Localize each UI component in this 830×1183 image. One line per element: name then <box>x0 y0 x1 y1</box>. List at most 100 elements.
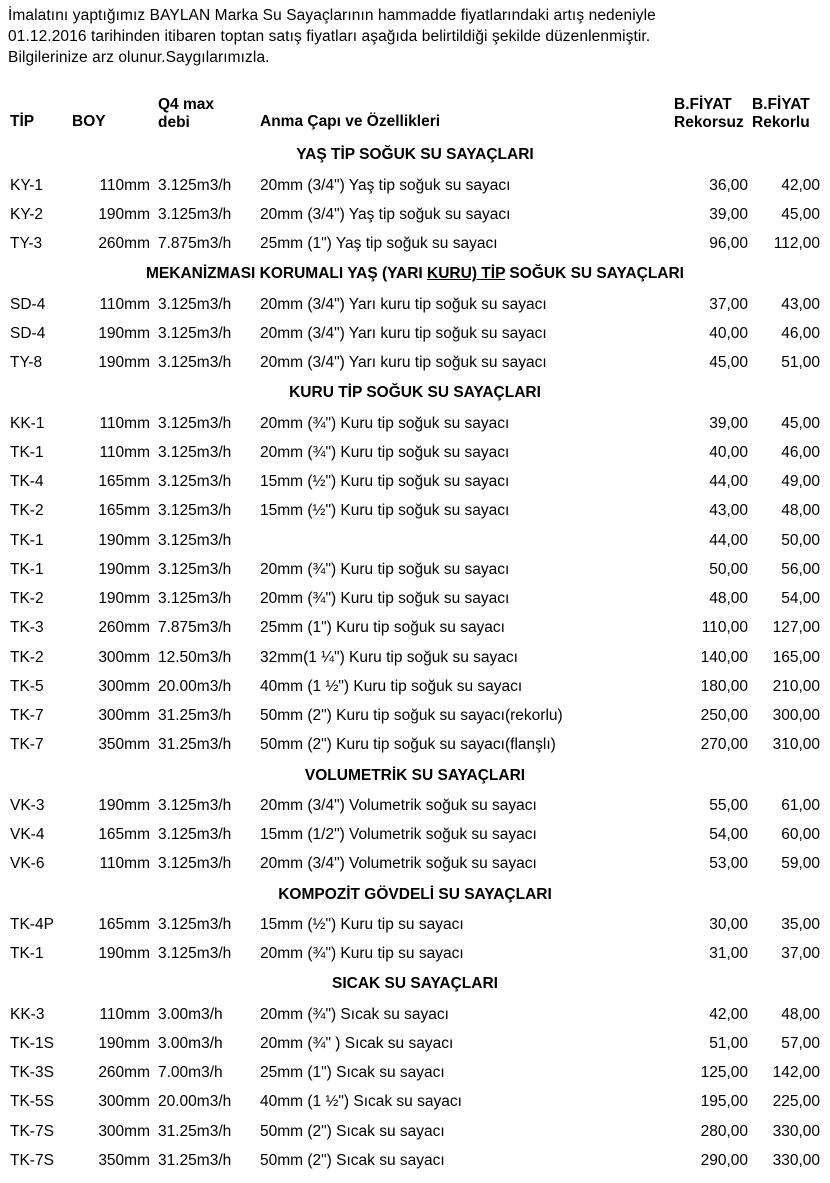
cell-price-rekorsuz: 180,00 <box>672 672 750 701</box>
cell-desc: 50mm (2") Sıcak su sayacı <box>258 1117 672 1146</box>
cell-price-rekorsuz: 55,00 <box>672 791 750 820</box>
cell-boy: 110mm <box>70 290 156 319</box>
table-row: TK-3260mm7.875m3/h25mm (1") Kuru tip soğ… <box>8 613 822 642</box>
cell-boy: 110mm <box>70 171 156 200</box>
cell-debi: 3.125m3/h <box>156 319 258 348</box>
table-row: TK-3S260mm7.00m3/h25mm (1") Sıcak su say… <box>8 1058 822 1087</box>
cell-price-rekorsuz: 110,00 <box>672 613 750 642</box>
th-p1: B.FİYAT Rekorsuz <box>672 93 750 140</box>
cell-debi: 3.00m3/h <box>156 1000 258 1029</box>
table-row: TY-8190mm3.125m3/h20mm (3/4") Yarı kuru … <box>8 348 822 377</box>
cell-price-rekorsuz: 42,00 <box>672 1000 750 1029</box>
table-row: KY-1110mm3.125m3/h20mm (3/4") Yaş tip so… <box>8 171 822 200</box>
th-p1-top: B.FİYAT <box>674 96 732 113</box>
th-boy: BOY <box>70 93 156 140</box>
cell-price-rekorlu: 210,00 <box>750 672 822 701</box>
table-row: VK-3190mm3.125m3/h20mm (3/4") Volumetrik… <box>8 791 822 820</box>
cell-price-rekorsuz: 30,00 <box>672 910 750 939</box>
th-debi-bot: debi <box>158 114 190 131</box>
table-row: TY-3260mm7.875m3/h25mm (1") Yaş tip soğu… <box>8 229 822 258</box>
cell-price-rekorsuz: 140,00 <box>672 643 750 672</box>
cell-price-rekorlu: 61,00 <box>750 791 822 820</box>
cell-boy: 190mm <box>70 348 156 377</box>
table-body: YAŞ TİP SOĞUK SU SAYAÇLARIKY-1110mm3.125… <box>8 139 822 1175</box>
cell-desc: 20mm (¾") Kuru tip soğuk su sayacı <box>258 409 672 438</box>
cell-boy: 165mm <box>70 467 156 496</box>
cell-boy: 165mm <box>70 910 156 939</box>
cell-boy: 190mm <box>70 555 156 584</box>
cell-price-rekorsuz: 195,00 <box>672 1087 750 1116</box>
section-title: SICAK SU SAYAÇLARI <box>8 968 822 999</box>
section-header-row: KURU TİP SOĞUK SU SAYAÇLARI <box>8 377 822 408</box>
intro-line-1: İmalatını yaptığımız BAYLAN Marka Su Say… <box>8 7 656 24</box>
cell-desc: 15mm (½") Kuru tip soğuk su sayacı <box>258 467 672 496</box>
table-row: KK-3110mm3.00m3/h20mm (¾") Sıcak su saya… <box>8 1000 822 1029</box>
cell-debi: 3.125m3/h <box>156 171 258 200</box>
table-header-row: TİP BOY Q4 max debi Anma Çapı ve Özellik… <box>8 93 822 140</box>
cell-boy: 300mm <box>70 1087 156 1116</box>
cell-desc: 25mm (1") Sıcak su sayacı <box>258 1058 672 1087</box>
table-row: KK-1110mm3.125m3/h20mm (¾") Kuru tip soğ… <box>8 409 822 438</box>
cell-boy: 110mm <box>70 849 156 878</box>
cell-price-rekorlu: 43,00 <box>750 290 822 319</box>
cell-boy: 350mm <box>70 730 156 759</box>
cell-debi: 31.25m3/h <box>156 1117 258 1146</box>
cell-price-rekorlu: 330,00 <box>750 1117 822 1146</box>
cell-price-rekorlu: 45,00 <box>750 200 822 229</box>
cell-price-rekorlu: 60,00 <box>750 820 822 849</box>
section-header-row: VOLUMETRİK SU SAYAÇLARI <box>8 760 822 791</box>
table-row: TK-1S190mm3.00m3/h20mm (¾" ) Sıcak su sa… <box>8 1029 822 1058</box>
table-row: KY-2190mm3.125m3/h20mm (3/4") Yaş tip so… <box>8 200 822 229</box>
table-row: TK-2165mm3.125m3/h15mm (½") Kuru tip soğ… <box>8 496 822 525</box>
table-row: SD-4110mm3.125m3/h20mm (3/4") Yarı kuru … <box>8 290 822 319</box>
cell-tip: KK-3 <box>8 1000 70 1029</box>
cell-desc <box>258 526 672 555</box>
cell-desc: 20mm (3/4") Volumetrik soğuk su sayacı <box>258 849 672 878</box>
cell-debi: 12.50m3/h <box>156 643 258 672</box>
th-p1-bot: Rekorsuz <box>674 114 744 131</box>
cell-tip: TK-2 <box>8 584 70 613</box>
cell-price-rekorsuz: 250,00 <box>672 701 750 730</box>
th-tip: TİP <box>8 93 70 140</box>
cell-debi: 3.125m3/h <box>156 348 258 377</box>
cell-price-rekorsuz: 45,00 <box>672 348 750 377</box>
intro-line-2: 01.12.2016 tarihinden itibaren toptan sa… <box>8 28 650 45</box>
cell-tip: TY-3 <box>8 229 70 258</box>
cell-price-rekorsuz: 125,00 <box>672 1058 750 1087</box>
cell-boy: 190mm <box>70 319 156 348</box>
cell-desc: 40mm (1 ½") Kuru tip soğuk su sayacı <box>258 672 672 701</box>
table-row: TK-4165mm3.125m3/h15mm (½") Kuru tip soğ… <box>8 467 822 496</box>
cell-boy: 190mm <box>70 526 156 555</box>
table-row: VK-6110mm3.125m3/h20mm (3/4") Volumetrik… <box>8 849 822 878</box>
cell-tip: SD-4 <box>8 290 70 319</box>
table-row: TK-5300mm20.00m3/h40mm (1 ½") Kuru tip s… <box>8 672 822 701</box>
cell-price-rekorlu: 48,00 <box>750 496 822 525</box>
cell-desc: 20mm (3/4") Yaş tip soğuk su sayacı <box>258 200 672 229</box>
cell-price-rekorlu: 127,00 <box>750 613 822 642</box>
table-row: TK-1190mm3.125m3/h44,0050,00 <box>8 526 822 555</box>
cell-tip: TK-3S <box>8 1058 70 1087</box>
cell-tip: KK-1 <box>8 409 70 438</box>
cell-debi: 3.125m3/h <box>156 820 258 849</box>
cell-boy: 300mm <box>70 701 156 730</box>
cell-desc: 20mm (¾") Sıcak su sayacı <box>258 1000 672 1029</box>
cell-debi: 7.00m3/h <box>156 1058 258 1087</box>
cell-boy: 300mm <box>70 643 156 672</box>
cell-boy: 260mm <box>70 1058 156 1087</box>
cell-price-rekorsuz: 39,00 <box>672 200 750 229</box>
table-row: SD-4190mm3.125m3/h20mm (3/4") Yarı kuru … <box>8 319 822 348</box>
cell-price-rekorlu: 57,00 <box>750 1029 822 1058</box>
cell-tip: SD-4 <box>8 319 70 348</box>
cell-price-rekorlu: 46,00 <box>750 438 822 467</box>
cell-price-rekorsuz: 40,00 <box>672 438 750 467</box>
intro-line-3: Bilgilerinize arz olunur.Saygılarımızla. <box>8 49 270 66</box>
cell-price-rekorsuz: 40,00 <box>672 319 750 348</box>
cell-price-rekorlu: 50,00 <box>750 526 822 555</box>
cell-price-rekorlu: 45,00 <box>750 409 822 438</box>
cell-price-rekorlu: 48,00 <box>750 1000 822 1029</box>
cell-price-rekorlu: 330,00 <box>750 1146 822 1175</box>
cell-tip: TK-7S <box>8 1117 70 1146</box>
section-title: VOLUMETRİK SU SAYAÇLARI <box>8 760 822 791</box>
cell-debi: 3.125m3/h <box>156 849 258 878</box>
table-row: TK-1190mm3.125m3/h20mm (¾") Kuru tip soğ… <box>8 555 822 584</box>
